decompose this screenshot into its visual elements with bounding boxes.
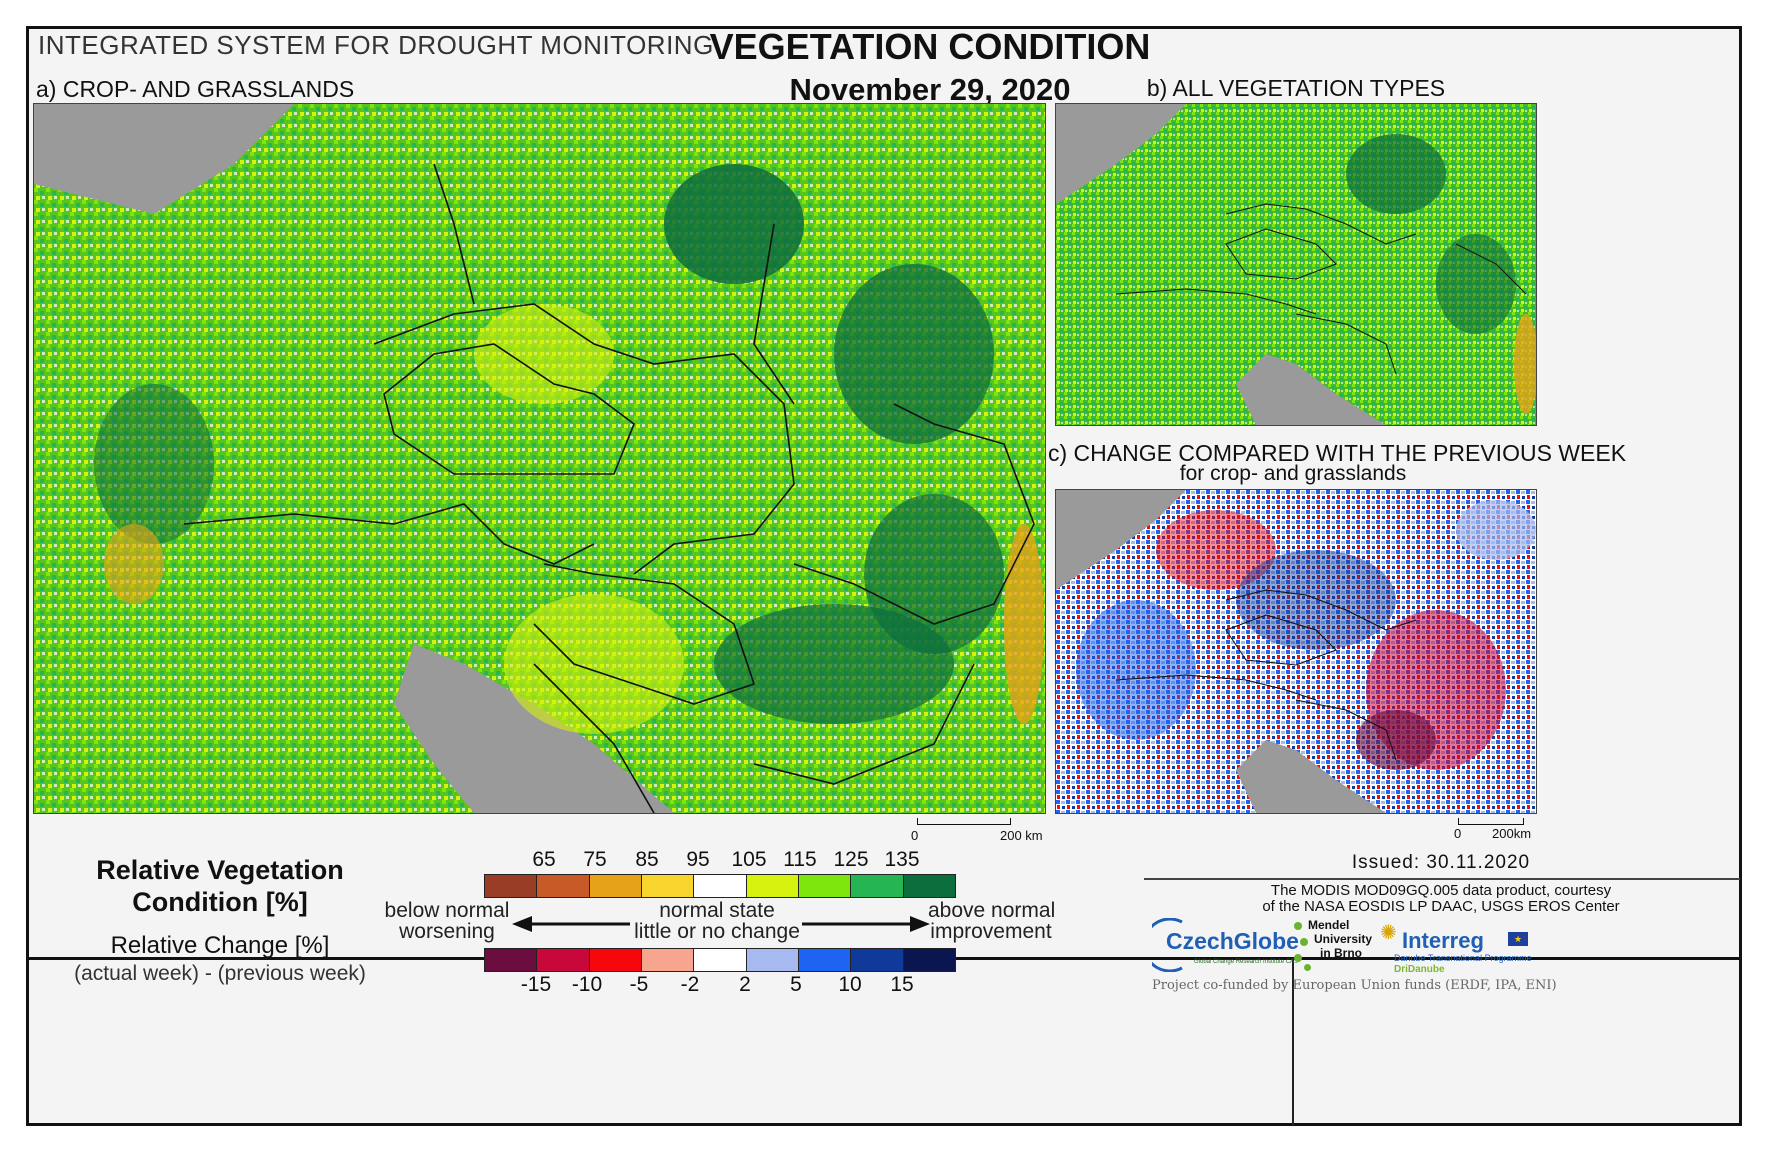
map-c-canvas <box>1056 490 1536 813</box>
rvc-color-swatch <box>903 875 955 897</box>
panel-c-label: c) CHANGE COMPARED WITH THE PREVIOUS WEE… <box>1048 440 1627 466</box>
credit-line2: of the NASA EOSDIS LP DAAC, USGS EROS Ce… <box>1262 898 1620 915</box>
mendel-line3: in Brno <box>1320 946 1362 960</box>
rvc-title-line1: Relative Vegetation <box>96 855 344 885</box>
worsening-label: worsening <box>399 920 495 943</box>
rvc-color-swatch <box>746 875 799 897</box>
issued-divider <box>1144 878 1740 880</box>
rc-tick: 15 <box>890 973 914 996</box>
rc-color-swatch <box>694 949 747 971</box>
scalebar-c-zero: 0 <box>1454 826 1462 841</box>
rvc-tick: 95 <box>686 848 710 871</box>
scalebar-a-zero: 0 <box>911 828 919 843</box>
mendel-line1: Mendel <box>1308 918 1350 932</box>
rc-color-swatch <box>798 949 852 971</box>
rc-tick: -15 <box>520 973 552 996</box>
normal-state-label: normal state <box>659 899 775 922</box>
little-change-label: little or no change <box>634 920 800 943</box>
rvc-tick: 105 <box>731 848 767 871</box>
rvc-tick: 65 <box>532 848 556 871</box>
scalebar-a-bar <box>917 818 1011 825</box>
rc-ticks: -15 -10 -5 -2 2 5 10 15 <box>484 973 956 1003</box>
dridanube-name: DriDanube <box>1394 964 1445 975</box>
info-divider <box>1292 958 1294 1126</box>
mendel-dot-icon <box>1294 922 1302 930</box>
map-all-vegetation <box>1055 103 1537 426</box>
rc-tick: 10 <box>838 973 862 996</box>
rc-tick: -10 <box>571 973 603 996</box>
improvement-label: improvement <box>930 920 1052 943</box>
right-arrow-icon <box>800 914 930 934</box>
rc-color-swatch <box>485 949 538 971</box>
left-arrow-icon <box>512 914 632 934</box>
rc-tick: -2 <box>680 973 700 996</box>
map-date: November 29, 2020 <box>789 72 1071 107</box>
czechglobe-logo: CzechGlobe Global Change Research Instit… <box>1152 918 1299 972</box>
rc-tick: -5 <box>629 973 649 996</box>
czechglobe-name: CzechGlobe <box>1166 928 1299 954</box>
below-normal-label: below normal <box>384 899 510 922</box>
panel-b-label: b) ALL VEGETATION TYPES <box>1146 75 1446 101</box>
eu-flag-icon: ★ <box>1508 932 1528 946</box>
map-weekly-change <box>1055 489 1537 814</box>
rvc-tick: 75 <box>583 848 607 871</box>
interreg-logo: ✺ Interreg ★ Danube Transnational Progra… <box>1380 920 1532 976</box>
rvc-tick: 115 <box>783 848 817 871</box>
rc-color-swatch <box>641 949 695 971</box>
panel-a-label: a) CROP- AND GRASSLANDS <box>36 76 355 102</box>
rvc-color-swatch <box>537 875 590 897</box>
rvc-color-swatch <box>641 875 695 897</box>
rvc-tick: 85 <box>635 848 659 871</box>
interreg-subtitle: Danube Transnational Programme <box>1394 953 1532 963</box>
rvc-tick: 135 <box>884 848 920 871</box>
czechglobe-subtitle: Global Change Research Institute CAS <box>1194 959 1299 965</box>
rc-title: Relative Change [%] <box>110 932 330 959</box>
rc-subtitle: (actual week) - (previous week) <box>74 962 366 985</box>
rvc-color-swatch <box>485 875 538 897</box>
rc-color-swatch <box>537 949 590 971</box>
mendel-dot-icon <box>1294 954 1302 962</box>
map-title: VEGETATION CONDITION <box>709 26 1151 67</box>
mendel-dot-icon <box>1304 964 1311 971</box>
rvc-color-swatch <box>694 875 747 897</box>
scalebar-c-bar <box>1458 818 1524 825</box>
rc-color-swatch <box>851 949 904 971</box>
mendel-line2: University <box>1314 932 1373 946</box>
panel-c-sublabel: for crop- and grasslands <box>1179 462 1407 485</box>
map-crop-grasslands <box>33 103 1046 814</box>
rc-tick: 2 <box>739 973 751 996</box>
mendel-logo: Mendel University in Brno <box>1294 918 1384 974</box>
map-b-canvas <box>1056 104 1536 425</box>
scalebar-a-label: 200 km <box>1000 828 1043 843</box>
rc-tick: 5 <box>790 973 802 996</box>
rvc-color-swatch <box>798 875 852 897</box>
rvc-colorbar <box>484 874 956 898</box>
interreg-name: Interreg <box>1402 928 1484 953</box>
credit-line1: The MODIS MOD09GQ.005 data product, cour… <box>1270 882 1612 899</box>
rc-colorbar <box>484 948 956 972</box>
mendel-dot-icon <box>1300 938 1308 946</box>
scalebar-c-label: 200km <box>1492 826 1532 841</box>
rvc-ticks: 65 75 85 95 105 115 125 135 <box>484 848 956 878</box>
map-a-canvas <box>34 104 1045 813</box>
sun-icon: ✺ <box>1380 922 1397 944</box>
rvc-tick: 125 <box>833 848 869 871</box>
rvc-color-swatch <box>851 875 904 897</box>
rc-color-swatch <box>903 949 955 971</box>
rc-color-swatch <box>746 949 799 971</box>
rc-color-swatch <box>589 949 642 971</box>
issued-date: Issued: 30.11.2020 <box>1351 852 1531 873</box>
system-title: INTEGRATED SYSTEM FOR DROUGHT MONITORING <box>38 30 714 60</box>
rvc-title-line2: Condition [%] <box>132 887 308 917</box>
cofund-note: Project co-funded by European Union fund… <box>1152 978 1557 993</box>
rvc-color-swatch <box>589 875 642 897</box>
above-normal-label: above normal <box>928 899 1056 922</box>
